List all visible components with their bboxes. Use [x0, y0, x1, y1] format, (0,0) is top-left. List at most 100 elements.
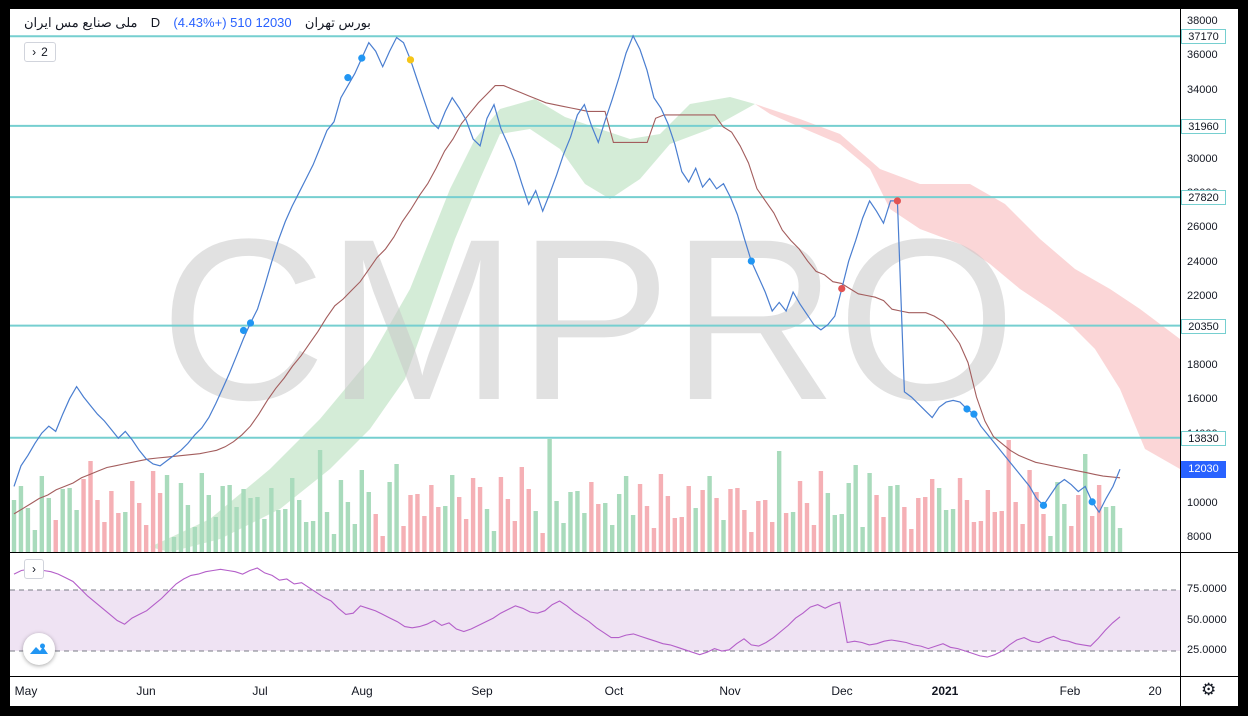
volume-bar	[651, 528, 657, 552]
main-chart-svg[interactable]: CMPRO	[10, 9, 1180, 552]
rsi-tick-label: 50.0000	[1187, 613, 1227, 626]
volume-bar	[950, 509, 956, 552]
level-price-tag: 13830	[1181, 430, 1226, 446]
volume-bar	[770, 522, 775, 552]
volume-bar	[756, 501, 761, 552]
time-scale[interactable]: May Jun Jul Aug Sep Oct Nov Dec 2021 Feb 20	[10, 677, 1180, 706]
rsi-chart-svg[interactable]	[10, 554, 1180, 676]
level-price-tag: 20350	[1181, 318, 1226, 334]
volume-bar	[1076, 495, 1081, 552]
legend-symbol[interactable]: ملی صنایع مس ایران	[24, 15, 138, 30]
volume-bar	[999, 511, 1004, 552]
volume-bar	[512, 521, 518, 552]
volume-bar	[143, 525, 149, 552]
volume-bar	[505, 499, 511, 552]
volume-bar	[415, 494, 420, 552]
legend-exchange: بورس تهران	[304, 15, 371, 30]
volume-bar	[331, 534, 337, 552]
volume-bar	[484, 509, 490, 552]
price-tick-label: 18000	[1187, 359, 1218, 371]
volume-bar	[157, 493, 163, 552]
indicators-collapse-button[interactable]: › 2	[24, 42, 56, 62]
volume-bar	[39, 476, 45, 552]
chart-settings-button[interactable]: ⚙	[1181, 677, 1238, 706]
volume-bar	[1110, 506, 1116, 552]
time-tick-label: May	[14, 684, 38, 698]
main-price-pane[interactable]: CMPRO ملی صنایع مس ایران D بورس تهران 12…	[10, 9, 1180, 552]
time-tick-label: Dec	[831, 684, 853, 698]
volume-bar	[276, 510, 281, 552]
volume-bar	[658, 474, 664, 552]
volume-bar	[902, 507, 907, 552]
price-tick-label: 22000	[1187, 290, 1218, 303]
pane-divider[interactable]	[10, 552, 1238, 553]
volume-bar	[519, 467, 524, 552]
volume-bar	[463, 519, 469, 552]
legend-interval[interactable]: D	[150, 15, 161, 30]
volume-bar	[171, 537, 177, 552]
volume-bar	[436, 507, 441, 552]
volume-bar	[1034, 492, 1039, 552]
volume-bar	[700, 490, 705, 552]
volume-bar	[888, 486, 893, 552]
volume-bar	[255, 497, 260, 552]
legend-change: 510 (+4.43%)	[173, 15, 252, 30]
volume-bar	[164, 475, 170, 552]
volume-bar	[985, 490, 991, 552]
rsi-series-line	[13, 567, 1121, 658]
chevron-right-icon: ›	[32, 45, 37, 59]
signal-dot	[358, 54, 366, 62]
price-scale[interactable]: 3800036000340003200030000280002600024000…	[1181, 9, 1238, 552]
volume-bar	[804, 503, 810, 552]
volume-bar	[1013, 502, 1018, 552]
volume-bar	[644, 506, 650, 552]
volume-bar	[67, 488, 72, 552]
volume-bar	[401, 526, 406, 552]
volume-bar	[1055, 482, 1060, 552]
volume-bar	[206, 495, 211, 552]
volume-bar	[241, 489, 246, 552]
volume-bar	[1041, 514, 1046, 552]
volume-bar	[102, 522, 107, 552]
volume-bar	[290, 478, 295, 552]
volume-bar	[735, 488, 740, 552]
time-tick-label: 20	[1148, 684, 1162, 698]
volume-bar	[867, 473, 872, 552]
volume-bar	[596, 504, 601, 552]
volume-bar	[568, 492, 573, 552]
volume-bar	[637, 484, 643, 552]
volume-bar	[749, 532, 754, 552]
gear-icon: ⚙	[1201, 680, 1217, 699]
volume-bar	[227, 485, 232, 552]
last-price-tag: 12030	[1181, 460, 1226, 478]
volume-bar	[874, 495, 879, 552]
volume-bar	[881, 517, 886, 552]
volume-bar	[234, 507, 239, 552]
volume-bar	[686, 486, 691, 552]
volume-bar	[783, 513, 789, 552]
volume-bar	[853, 465, 858, 552]
volume-bar	[589, 482, 594, 552]
volume-bar	[811, 525, 817, 552]
volume-bar	[825, 493, 831, 552]
volume-bar	[616, 494, 622, 552]
signal-dot	[239, 326, 248, 335]
volume-bar	[491, 531, 497, 552]
volume-bar	[1096, 485, 1102, 552]
volume-bar	[923, 497, 928, 552]
rsi-collapse-button[interactable]: ›	[24, 559, 44, 579]
volume-bar	[192, 527, 198, 552]
volume-bar	[978, 521, 984, 552]
rsi-scale[interactable]: 75.0000 50.0000 25.0000	[1181, 554, 1238, 676]
volume-bar	[456, 497, 462, 552]
volume-bar	[60, 489, 65, 552]
price-tick-label: 24000	[1187, 255, 1218, 268]
volume-bar	[623, 476, 629, 552]
volume-bar	[860, 527, 865, 552]
rsi-pane[interactable]: ›	[10, 554, 1180, 676]
volume-bar	[832, 515, 838, 552]
volume-bar	[776, 451, 782, 552]
volume-bar	[1069, 526, 1074, 552]
tradingview-logo-badge[interactable]	[23, 633, 55, 665]
signal-dot	[1039, 501, 1048, 509]
